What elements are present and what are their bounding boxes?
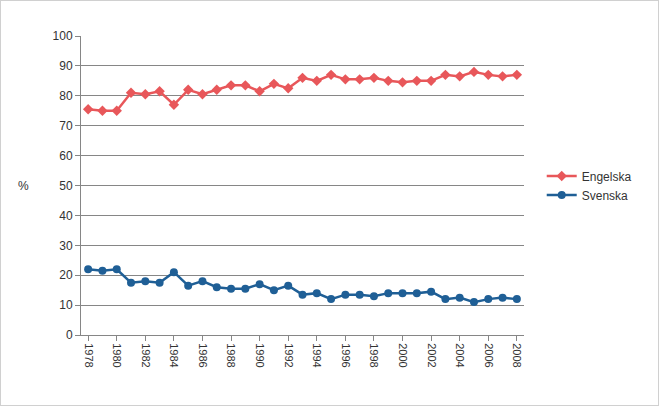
svg-text:%: % [18,179,29,193]
svg-text:1984: 1984 [168,343,180,367]
svg-text:Svenska: Svenska [582,189,628,203]
svg-text:70: 70 [59,119,73,133]
svg-text:2006: 2006 [483,343,495,367]
svg-text:1992: 1992 [283,343,295,367]
svg-text:1982: 1982 [140,343,152,367]
svg-text:1978: 1978 [83,343,95,367]
svg-text:1986: 1986 [197,343,209,367]
svg-text:2008: 2008 [511,343,523,367]
svg-text:40: 40 [59,209,73,223]
svg-text:2000: 2000 [397,343,409,367]
svg-text:50: 50 [59,179,73,193]
svg-text:0: 0 [66,328,73,342]
svg-text:1990: 1990 [254,343,266,367]
svg-text:1994: 1994 [311,343,323,367]
svg-text:10: 10 [59,298,73,312]
svg-text:2004: 2004 [454,343,466,367]
svg-text:1988: 1988 [225,343,237,367]
svg-text:100: 100 [53,29,73,43]
svg-text:1998: 1998 [368,343,380,367]
svg-text:1996: 1996 [340,343,352,367]
svg-text:1980: 1980 [111,343,123,367]
svg-text:30: 30 [59,239,73,253]
svg-text:80: 80 [59,89,73,103]
svg-text:20: 20 [59,268,73,282]
svg-text:2002: 2002 [426,343,438,367]
svg-text:60: 60 [59,149,73,163]
svg-text:Engelska: Engelska [582,170,632,184]
svg-text:90: 90 [59,59,73,73]
